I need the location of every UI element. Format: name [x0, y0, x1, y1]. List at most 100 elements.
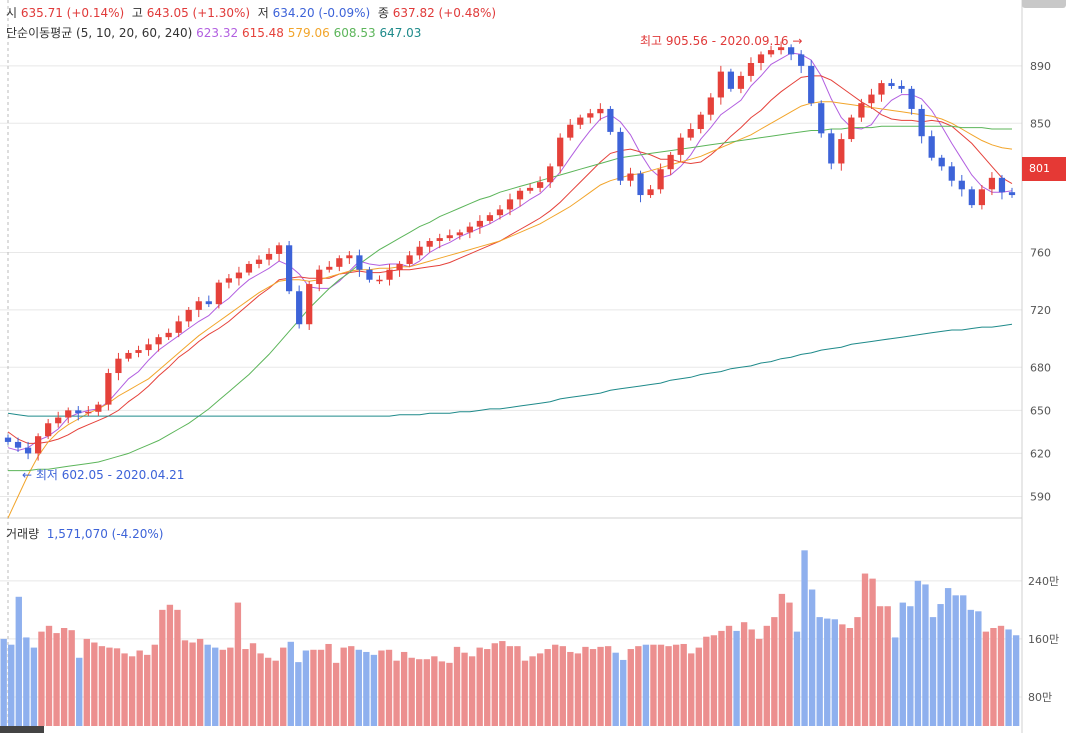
candle-body [908, 88, 915, 109]
volume-legend[interactable]: 거래량 1,571,070 (-4.20%) [6, 525, 163, 542]
candle-body [948, 166, 955, 181]
volume-bar [544, 649, 551, 726]
volume-bar [975, 611, 982, 726]
volume-bar [884, 606, 891, 726]
volume-bar [552, 644, 559, 726]
high-label: 고 [131, 6, 143, 20]
candle-body [55, 417, 62, 424]
volume-bar [559, 646, 566, 726]
candle-body [155, 337, 162, 345]
scale-handle[interactable] [1022, 0, 1066, 8]
volume-bar [416, 659, 423, 726]
volume-bar [1005, 629, 1012, 726]
volume-bar [38, 631, 45, 726]
ohlc-header: 시 635.71 (+0.14%) 고 643.05 (+1.30%) 저 63… [6, 4, 496, 21]
volume-bar [771, 617, 778, 726]
candle-body [848, 117, 855, 140]
volume-bar [536, 653, 544, 726]
volume-bar [876, 606, 884, 726]
volume-bar [325, 643, 332, 726]
ma240-line [7, 323, 1013, 417]
volume-bar [914, 580, 922, 726]
candle-body [195, 301, 202, 310]
candle-body [968, 189, 975, 206]
candle-body [998, 177, 1006, 193]
volume-bar [348, 646, 355, 726]
volume-bar [91, 642, 98, 726]
candle-body [215, 282, 222, 305]
candle-body [406, 255, 413, 264]
candle-body [436, 238, 443, 241]
candle-body [185, 309, 192, 322]
candle-body [466, 226, 473, 233]
volume-bar [960, 595, 967, 726]
low-annotation: ← 최저 602.05 - 2020.04.21 [22, 468, 185, 482]
candle-body [537, 182, 544, 188]
candle-body [767, 50, 775, 55]
low-label: 저 [257, 6, 269, 20]
candle-body [446, 235, 453, 239]
volume-bar [332, 662, 340, 726]
ma20-line [7, 101, 1013, 519]
volume-bar [476, 647, 483, 726]
open-label: 시 [6, 6, 18, 20]
candle-body [557, 137, 564, 167]
volume-bar [839, 624, 846, 726]
volume-bar [801, 550, 808, 726]
candle-body [486, 215, 494, 221]
candle-body [597, 108, 604, 114]
volume-bar [665, 646, 672, 726]
moving-average-lines [7, 52, 1013, 519]
volume-bar [952, 595, 959, 726]
candle-body [697, 114, 704, 130]
close-value: 637.82 (+0.48%) [392, 6, 497, 20]
volume-bar [181, 640, 189, 726]
volume-bar [0, 638, 7, 726]
volume-bar [257, 653, 264, 726]
candle-body [938, 157, 945, 167]
volume-bar [431, 656, 438, 726]
candle-body [757, 54, 765, 64]
volume-bar [642, 644, 650, 726]
candle-body [516, 190, 524, 200]
volume-bar [461, 652, 468, 726]
candle-body [336, 258, 343, 267]
volume-bar [778, 593, 786, 726]
volume-bar [219, 649, 226, 726]
candle-body [657, 169, 664, 190]
volume-bar [400, 651, 408, 726]
volume-bar [280, 647, 287, 726]
volume-bar [529, 656, 536, 726]
horizontal-scrollbar[interactable] [0, 726, 44, 733]
volume-bar [748, 629, 755, 726]
candle-body [707, 97, 714, 115]
volume-bar [355, 649, 362, 726]
candle-body [296, 291, 303, 325]
volume-bar [695, 647, 702, 726]
candle-body [326, 266, 333, 270]
volume-bar [15, 596, 22, 726]
candle-body [647, 189, 654, 196]
candle-body [677, 137, 684, 155]
volume-bar [922, 584, 929, 726]
volume-bar [189, 642, 196, 726]
price-tick-label: 590 [1030, 490, 1051, 503]
candle-body [4, 437, 12, 442]
volume-value: 1,571,070 (-4.20%) [46, 527, 164, 541]
volume-bar [242, 649, 249, 726]
volume-bar [929, 617, 937, 726]
ma-legend[interactable]: 단순이동평균 (5, 10, 20, 60, 240) 623.32 615.4… [6, 24, 421, 41]
candle-body [265, 253, 273, 260]
volume-bar [892, 637, 899, 726]
candle-body [928, 136, 935, 158]
volume-bar [302, 650, 310, 726]
candle-body [617, 131, 624, 181]
volume-bar [227, 647, 234, 726]
volume-bar [710, 635, 718, 726]
ma240-value: 647.03 [379, 26, 422, 40]
volume-bar [83, 638, 90, 726]
volume-bar [159, 609, 166, 726]
ma60-line [8, 125, 1012, 472]
volume-bar [521, 660, 529, 726]
